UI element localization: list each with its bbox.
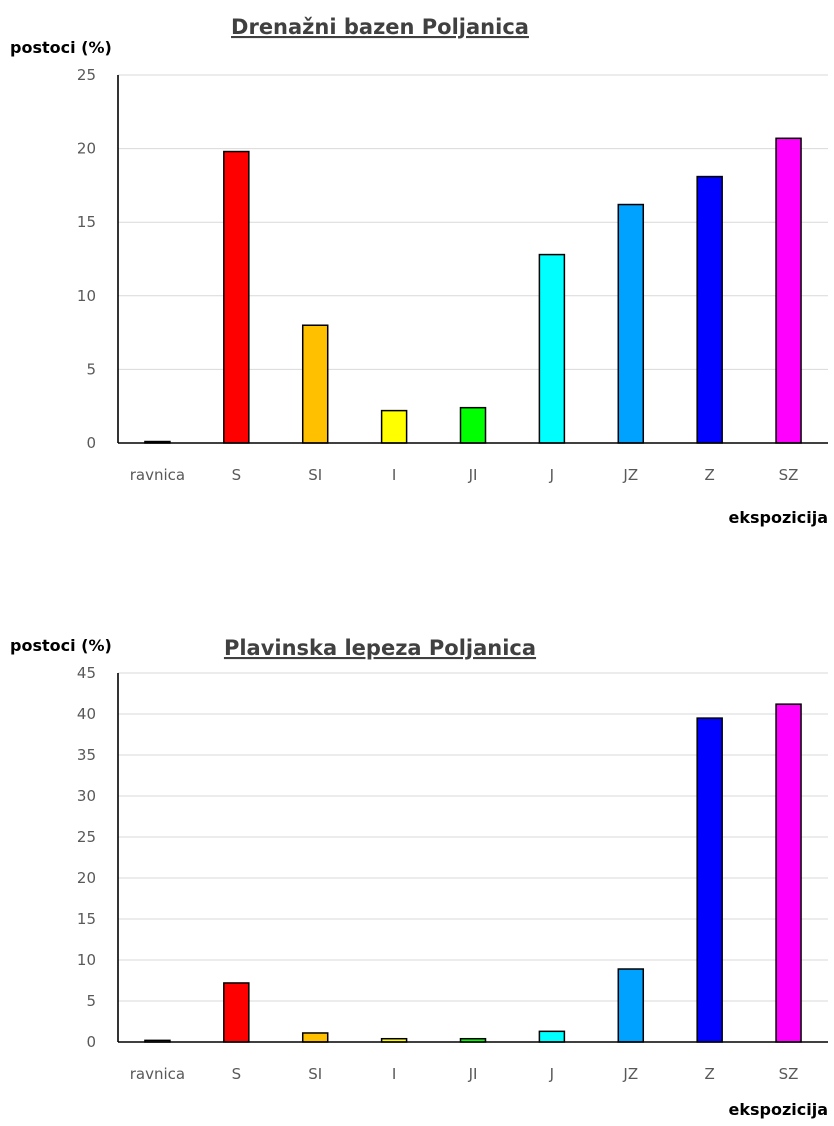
x-tick-label: I [392,466,396,484]
bar-i [380,409,408,444]
y-tick-label: 30 [77,787,96,805]
y-tick-label: 5 [86,360,96,378]
x-tick-label: SI [308,1065,322,1083]
y-tick-label: 35 [77,746,96,764]
y-tick-label: 20 [77,869,96,887]
x-tick-label: JI [468,466,478,484]
chart-plavinska-lepeza: Plavinska lepeza Poljanica postoci (%) e… [10,636,828,1119]
bar-z [696,175,723,444]
bar-jz [617,203,645,444]
bar-j [538,253,566,444]
y-tick-label: 45 [77,664,96,682]
y-tick-label: 0 [86,1033,96,1051]
y-tick-label: 25 [77,828,96,846]
chart-title: Drenažni bazen Poljanica [231,15,529,39]
x-tick-label: S [232,466,242,484]
bar-jz [617,968,645,1043]
x-tick-label: ravnica [130,1065,185,1083]
bar-si [301,324,329,444]
x-tick-label: SI [308,466,322,484]
bar-sz [775,703,802,1043]
bar-z [696,717,723,1043]
x-tick-label: JI [468,1065,478,1083]
y-tick-label: 0 [86,434,96,452]
x-tick-label: I [392,1065,396,1083]
bar-s [223,150,250,444]
y-tick-label: 5 [86,992,96,1010]
y-tick-label: 20 [77,140,96,158]
x-axis-label: ekspozicija [728,1100,828,1119]
y-tick-label: 10 [77,951,96,969]
chart-title: Plavinska lepeza Poljanica [224,636,536,660]
y-axis-label: postoci (%) [10,636,112,655]
y-tick-label: 10 [77,287,96,305]
y-axis-label: postoci (%) [10,38,112,57]
x-tick-label: J [549,466,554,484]
x-tick-label: S [232,1065,242,1083]
x-tick-label: SZ [779,1065,799,1083]
bar-sz [775,137,802,444]
bar-s [223,982,250,1043]
y-tick-label: 25 [77,66,96,84]
y-tick-label: 40 [77,705,96,723]
y-tick-label: 15 [77,213,96,231]
x-tick-label: Z [705,1065,715,1083]
x-tick-label: Z [705,466,715,484]
x-axis-label: ekspozicija [728,508,828,527]
x-tick-label: JZ [622,466,638,484]
x-tick-label: ravnica [130,466,185,484]
x-tick-label: SZ [779,466,799,484]
bar-ji [459,406,487,444]
x-tick-label: J [549,1065,554,1083]
chart-drenazni-bazen: Drenažni bazen Poljanica postoci (%) eks… [10,15,828,527]
bar-j [538,1030,566,1043]
y-tick-label: 15 [77,910,96,928]
x-tick-label: JZ [622,1065,638,1083]
bar-si [301,1032,329,1043]
